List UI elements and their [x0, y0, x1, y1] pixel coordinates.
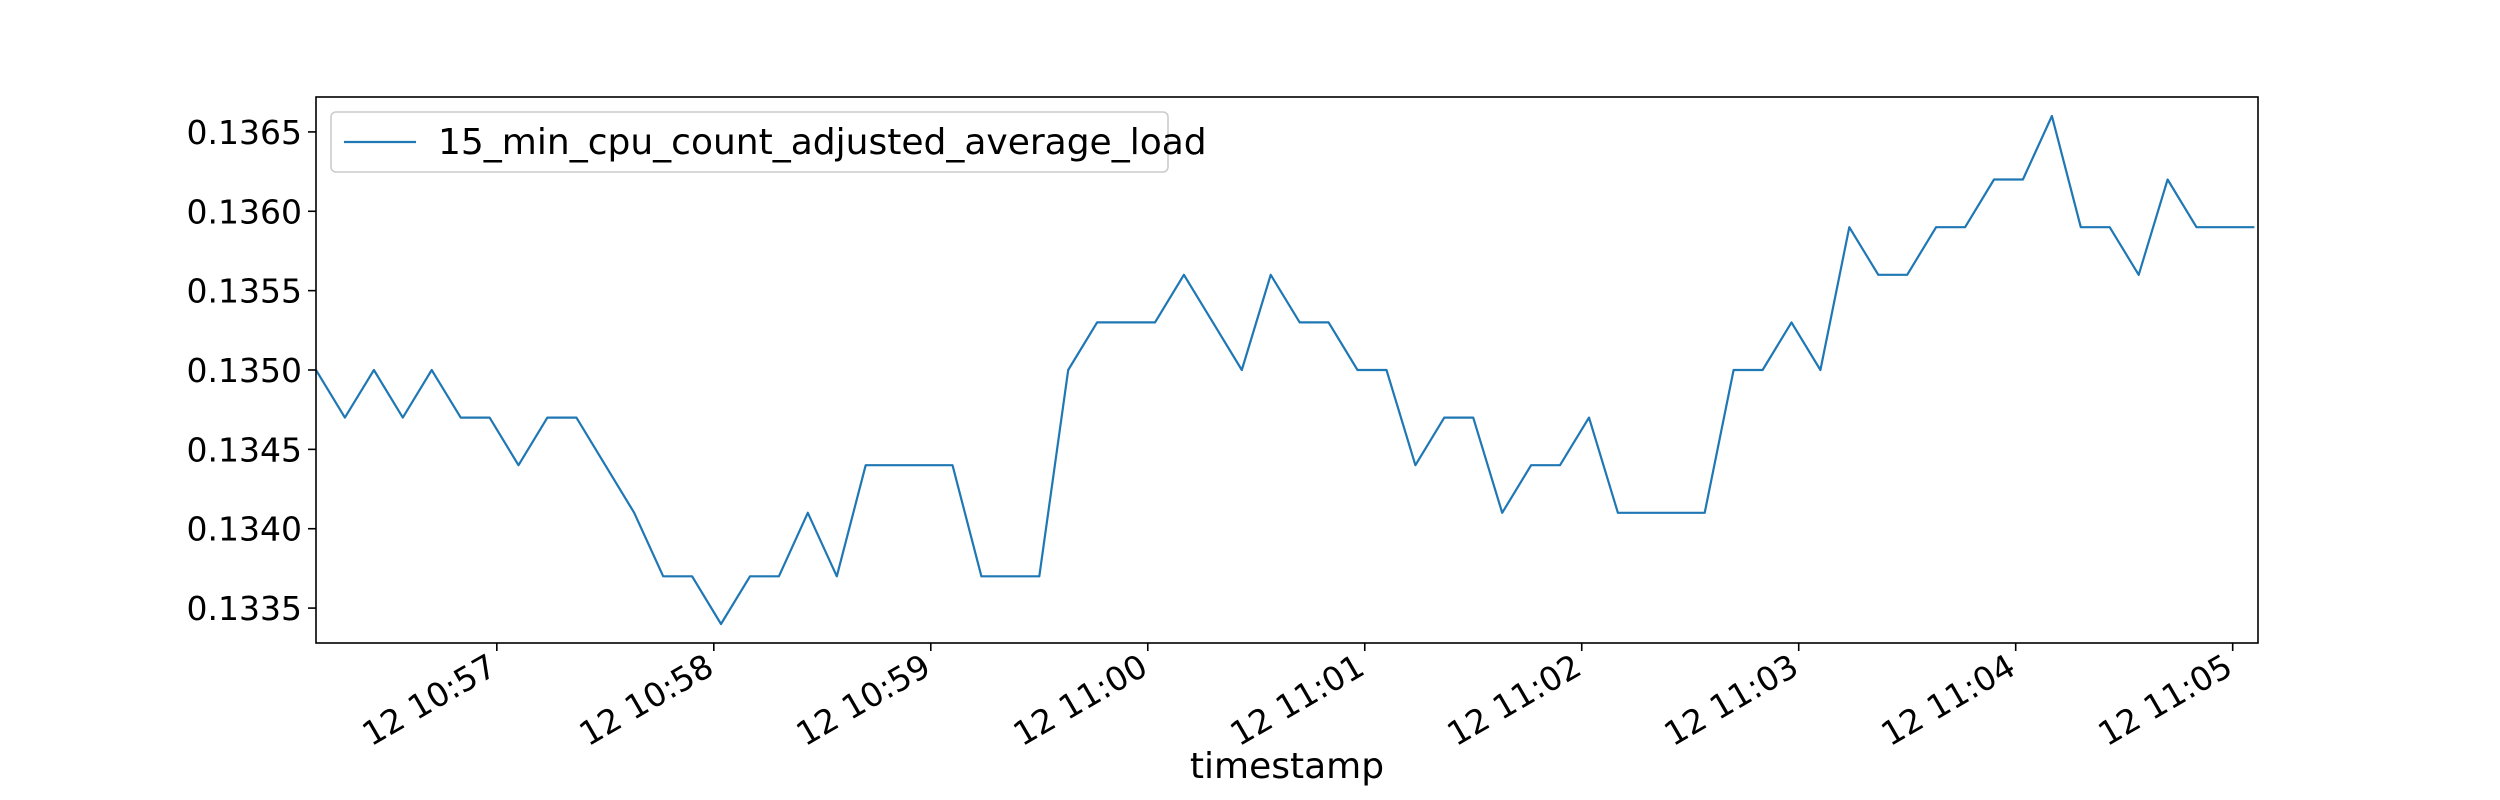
y-tick-label: 0.1355: [187, 272, 302, 311]
y-tick-label: 0.1335: [187, 589, 302, 628]
legend-label: 15_min_cpu_count_adjusted_average_load: [438, 122, 1207, 163]
y-tick-label: 0.1350: [187, 351, 302, 390]
legend: 15_min_cpu_count_adjusted_average_load: [330, 111, 1207, 173]
y-tick-label: 0.1360: [187, 192, 302, 231]
series-layer: [315, 114, 2255, 626]
y-axis: 0.1335 0.1340 0.1345 0.1350 0.1355 0.1360 0.13…: [187, 113, 316, 628]
x-axis-title: timestamp: [1190, 746, 1384, 787]
series-line: [315, 114, 2255, 626]
y-tick-label: 0.1345: [187, 430, 302, 469]
y-tick-label: 0.1340: [187, 510, 302, 549]
y-tick-label: 0.1365: [187, 113, 302, 152]
legend-box: [330, 111, 1169, 173]
